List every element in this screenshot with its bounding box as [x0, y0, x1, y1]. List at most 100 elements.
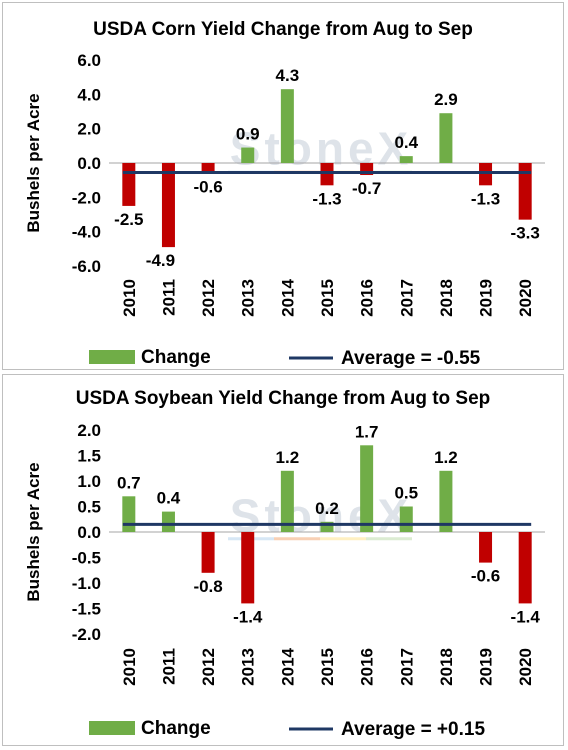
corn-yield-chart: USDA Corn Yield Change from Aug to Sep St…	[24, 19, 545, 369]
soybean-x-tick-label-2012: 2012	[199, 648, 218, 686]
soybean-x-tick-label-2014: 2014	[278, 647, 297, 685]
soybean-bar-2018	[439, 470, 453, 532]
soybean-bar-2011	[161, 511, 175, 532]
corn-chart-panel: USDA Corn Yield Change from Aug to Sep St…	[2, 2, 564, 370]
corn-legend-average-label: Average = -0.55	[341, 348, 481, 369]
corn-x-tick-label-2016: 2016	[358, 279, 377, 317]
corn-x-tick-label-2020: 2020	[516, 279, 535, 317]
corn-data-label-2017: 0.4	[394, 133, 418, 152]
soybean-legend-change-swatch	[89, 721, 135, 735]
corn-bar-2017	[399, 156, 413, 163]
corn-chart-title: USDA Corn Yield Change from Aug to Sep	[93, 19, 473, 40]
soybean-watermark-stripe	[320, 537, 366, 541]
corn-data-label-2010: -2.5	[114, 210, 143, 229]
soybean-yield-chart: USDA Soybean Yield Change from Aug to Se…	[24, 388, 545, 740]
corn-bar-2013	[241, 147, 255, 163]
soybean-x-tick-label-2017: 2017	[397, 648, 416, 686]
soybean-legend-average-label: Average = +0.15	[341, 719, 485, 740]
soybean-data-label-2011: 0.4	[157, 489, 181, 508]
soybean-x-tick-label-2010: 2010	[120, 648, 139, 686]
corn-bar-2020	[518, 163, 532, 220]
corn-bar-2015	[320, 163, 334, 186]
corn-bar-2019	[479, 163, 493, 186]
soybean-y-tick-label: -1.5	[72, 600, 101, 619]
soybean-data-label-2010: 0.7	[117, 473, 141, 492]
corn-x-tick-label-2011: 2011	[159, 279, 178, 316]
soybean-bar-2017	[399, 506, 413, 532]
corn-bar-2018	[439, 113, 453, 163]
soybean-bar-2012	[201, 532, 215, 573]
soybean-data-label-2014: 1.2	[276, 448, 300, 467]
corn-data-label-2015: -1.3	[312, 189, 341, 208]
soybean-legend-change-label: Change	[141, 718, 211, 739]
corn-bar-2012	[201, 163, 215, 174]
soybean-bar-2016	[360, 445, 374, 532]
corn-x-tick-label-2017: 2017	[397, 279, 416, 317]
soybean-data-label-2020: -1.4	[511, 607, 541, 626]
soybean-y-tick-label: 0.5	[77, 498, 101, 517]
soybean-bar-2015	[320, 521, 334, 532]
soybean-watermark-stripe	[274, 537, 320, 541]
corn-x-tick-label-2014: 2014	[278, 278, 297, 316]
corn-bar-2014	[280, 89, 294, 163]
soybean-y-tick-label: 1.0	[77, 472, 101, 491]
soybean-x-tick-label-2019: 2019	[477, 648, 496, 686]
soybean-watermark: StoneX	[230, 489, 412, 541]
corn-watermark: StoneX	[230, 123, 412, 175]
corn-data-label-2020: -3.3	[511, 224, 540, 243]
soybean-bar-2019	[479, 532, 493, 563]
soybean-y-tick-label: -2.0	[72, 625, 101, 644]
soybean-data-label-2016: 1.7	[355, 422, 379, 441]
corn-x-tick-label-2018: 2018	[437, 279, 456, 317]
corn-x-tick-label-2019: 2019	[477, 279, 496, 317]
soybean-data-label-2018: 1.2	[434, 448, 458, 467]
soybean-x-tick-label-2018: 2018	[437, 648, 456, 686]
soybean-y-tick-label: 1.5	[77, 447, 101, 466]
soybean-data-label-2012: -0.8	[193, 577, 222, 596]
soybean-bar-2020	[518, 532, 532, 604]
corn-x-tick-label-2010: 2010	[120, 279, 139, 317]
soybean-data-label-2015: 0.2	[315, 499, 339, 518]
soybean-bar-2014	[280, 470, 294, 532]
soybean-y-tick-label: -1.0	[72, 574, 101, 593]
corn-legend-change-label: Change	[141, 347, 211, 368]
corn-data-label-2019: -1.3	[471, 189, 500, 208]
soybean-bar-2013	[241, 532, 255, 604]
soybean-x-tick-label-2011: 2011	[159, 648, 178, 685]
soybean-data-label-2019: -0.6	[471, 567, 500, 586]
corn-y-tick-label: -4.0	[72, 223, 101, 242]
corn-data-label-2013: 0.9	[236, 125, 260, 144]
corn-data-label-2011: -4.9	[146, 251, 175, 270]
soybean-chart-title: USDA Soybean Yield Change from Aug to Se…	[76, 388, 491, 409]
corn-data-label-2016: -0.7	[352, 179, 381, 198]
corn-bar-2011	[161, 163, 175, 248]
soybean-chart-panel: USDA Soybean Yield Change from Aug to Se…	[2, 374, 564, 746]
soybean-x-tick-label-2013: 2013	[239, 648, 258, 686]
corn-y-tick-label: -6.0	[72, 257, 101, 276]
soybean-watermark-stripe	[366, 537, 412, 541]
corn-x-tick-label-2012: 2012	[199, 279, 218, 317]
corn-x-tick-label-2015: 2015	[318, 279, 337, 317]
corn-data-label-2014: 4.3	[276, 66, 300, 85]
corn-data-label-2012: -0.6	[193, 177, 222, 196]
corn-y-axis-label: Bushels per Acre	[24, 93, 43, 232]
corn-data-label-2018: 2.9	[434, 90, 458, 109]
soybean-data-label-2013: -1.4	[233, 607, 263, 626]
soybean-y-axis-label: Bushels per Acre	[24, 462, 43, 601]
corn-y-tick-label: 2.0	[77, 120, 101, 139]
soybean-data-label-2017: 0.5	[394, 484, 418, 503]
corn-y-tick-label: -2.0	[72, 188, 101, 207]
corn-bar-2010	[122, 163, 136, 206]
soybean-bar-2010	[122, 496, 136, 532]
corn-y-tick-label: 6.0	[77, 51, 101, 70]
corn-x-tick-label-2013: 2013	[239, 279, 258, 317]
soybean-y-tick-label: 2.0	[77, 421, 101, 440]
soybean-x-tick-label-2020: 2020	[516, 648, 535, 686]
corn-y-tick-label: 4.0	[77, 85, 101, 104]
soybean-x-tick-label-2016: 2016	[358, 648, 377, 686]
soybean-y-tick-label: -0.5	[72, 549, 101, 568]
soybean-y-tick-label: 0.0	[77, 523, 101, 542]
corn-legend-change-swatch	[89, 350, 135, 364]
soybean-x-tick-label-2015: 2015	[318, 648, 337, 686]
corn-y-tick-label: 0.0	[77, 154, 101, 173]
